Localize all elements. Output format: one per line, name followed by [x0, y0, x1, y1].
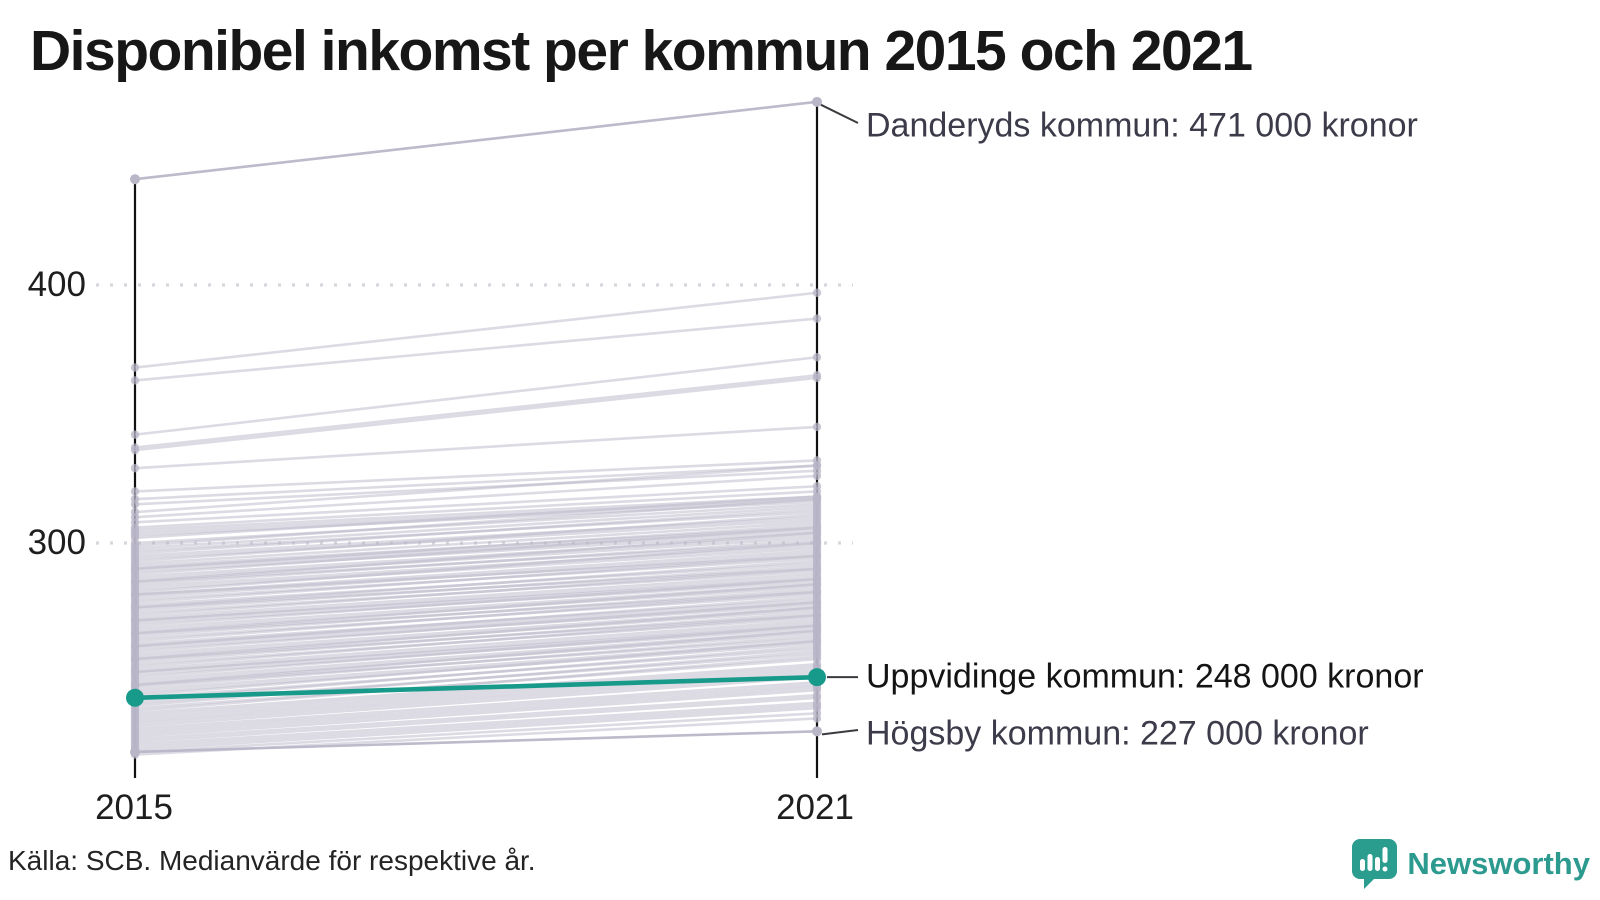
source-note: Källa: SCB. Medianvärde för respektive å… [8, 845, 536, 876]
x-axis-tick-2021: 2021 [776, 788, 854, 827]
x-axis-tick-2015: 2015 [95, 788, 173, 827]
annotation-connectors-group [820, 103, 859, 736]
newsworthy-speech-bubble-icon [1352, 839, 1398, 889]
background-lines-group [134, 100, 818, 756]
highlight-line-group [126, 668, 826, 707]
newsworthy-wordmark: Newsworthy [1407, 846, 1590, 881]
chart-title: Disponibel inkomst per kommun 2015 och 2… [30, 19, 1253, 83]
annotation-uppvidinge: Uppvidinge kommun: 248 000 kronor [866, 657, 1424, 696]
y-axis-tick-400: 400 [27, 265, 86, 304]
annotation-danderyd: Danderyds kommun: 471 000 kronor [866, 106, 1418, 145]
newsworthy-logo: Newsworthy [1351, 838, 1590, 890]
y-axis-tick-300: 300 [27, 523, 86, 562]
annotation-hogsby: Högsby kommun: 227 000 kronor [866, 714, 1369, 753]
